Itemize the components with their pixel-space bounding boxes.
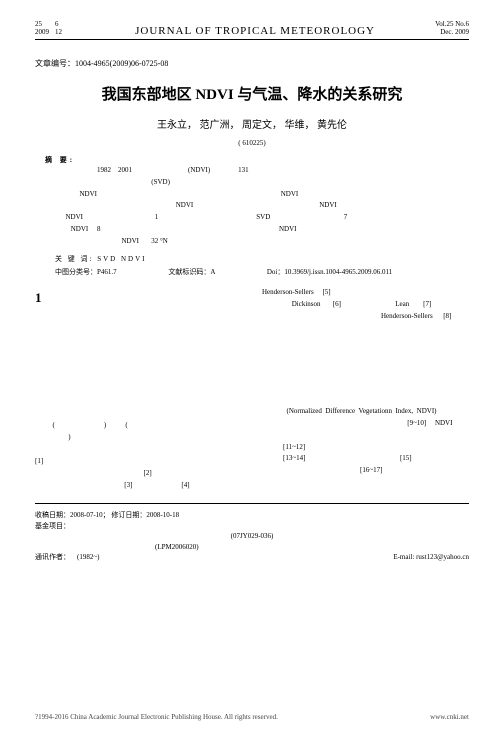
site-url: www.cnki.net [430,713,469,721]
hdr-year: 2009 [35,28,55,36]
hdr-date: Dec. 2009 [440,28,469,36]
doi-val: 10.3969/j.issn.1004-4965.2009.06.011 [284,268,392,276]
authors: 王永立， 范广洲， 周定文， 华维， 黄先伦 [35,116,469,131]
rev-date: 2008-10-18 [146,511,179,519]
cls-val: P461.7 [97,268,117,276]
fund-label: 基金项目： [35,522,70,530]
copyright: ?1994-2016 China Academic Journal Electr… [35,713,278,721]
article-no-label: 文章编号： [35,59,75,68]
email-label: E-mail: [393,553,414,561]
journal-name: JOURNAL OF TROPICAL METEOROLOGY [135,25,375,37]
body-left: ( ) ( ) [1] [2] [3] [35,313,242,491]
keywords: SVD NDVI [93,255,146,263]
affiliation: ( 610225) [35,139,469,147]
email: rust123@yahoo.cn [416,553,469,561]
paper-title: 我国东部地区 NDVI 与气温、降水的关系研究 [35,83,469,104]
doi-label: Doi： [267,268,285,276]
keywords-label: 关 键 词: [55,255,93,263]
section-number: 1 [35,287,242,309]
hdr-volno: Vol.25 No.6 [435,20,469,28]
hdr-month: 12 [55,28,75,36]
doc-val: A [210,268,215,276]
abstract-label: 摘 要: [45,156,75,164]
lpm: (LPM2006020) [155,543,199,551]
fund-no: (07JY029-036) [231,532,274,540]
hdr-issue: 6 [55,20,75,28]
recv-label: 收稿日期： [35,511,70,519]
abstract-body: 1982 2001 (NDVI) 131 (SVD) NDVI [45,165,459,248]
rev-label: 修订日期： [111,511,146,519]
body-right: Henderson-Sellers [5] Dickinson [6] Lean… [262,287,469,477]
corr-label: 通讯作者： [35,553,70,561]
article-no: 1004-4965(2009)06-0725-08 [75,59,168,68]
recv-date: 2008-07-10； [70,511,110,519]
cls-label: 中图分类号： [55,268,97,276]
hdr-vol: 25 [35,20,55,28]
doc-label: 文献标识码： [168,268,210,276]
corr-year: (1982~) [77,553,99,561]
